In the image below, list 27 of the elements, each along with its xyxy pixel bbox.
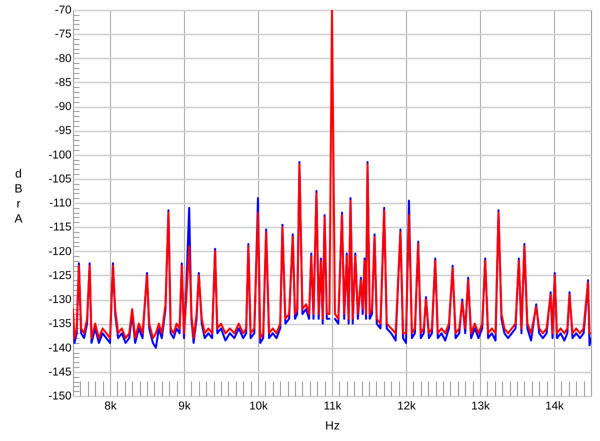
y-axis-title: dBr A [14, 166, 23, 226]
x-tick-label: 11k [324, 400, 342, 412]
x-tick-label: 14k [545, 400, 564, 412]
y-tick-label: -85 [54, 76, 72, 89]
y-tick-label: -140 [48, 342, 72, 354]
y-tick-label: -120 [48, 246, 72, 258]
x-tick-label: 10k [249, 400, 268, 412]
y-tick-label: -105 [48, 173, 72, 186]
y-tick-label: -90 [54, 101, 72, 113]
x-tick-label: 8k [104, 400, 117, 412]
y-tick-label: -125 [48, 270, 72, 282]
y-tick-label: -95 [54, 125, 72, 138]
x-tick-label: 12k [397, 400, 416, 412]
y-tick-label: -110 [49, 198, 72, 210]
x-tick-label: 13k [471, 400, 490, 412]
y-tick-label: -115 [49, 222, 72, 234]
y-tick-label: -135 [48, 318, 72, 330]
y-tick-label: -80 [54, 52, 72, 65]
y-tick-label: -130 [48, 294, 72, 306]
y-tick-label: -75 [54, 28, 72, 41]
y-tick-label: -100 [48, 149, 72, 162]
x-axis-title: Hz [325, 418, 340, 432]
y-tick-label: -150 [48, 390, 72, 402]
y-tick-label: -145 [48, 366, 72, 378]
line-series [73, 10, 591, 340]
y-tick-label: -70 [54, 4, 72, 16]
x-tick-label: 9k [178, 400, 191, 412]
